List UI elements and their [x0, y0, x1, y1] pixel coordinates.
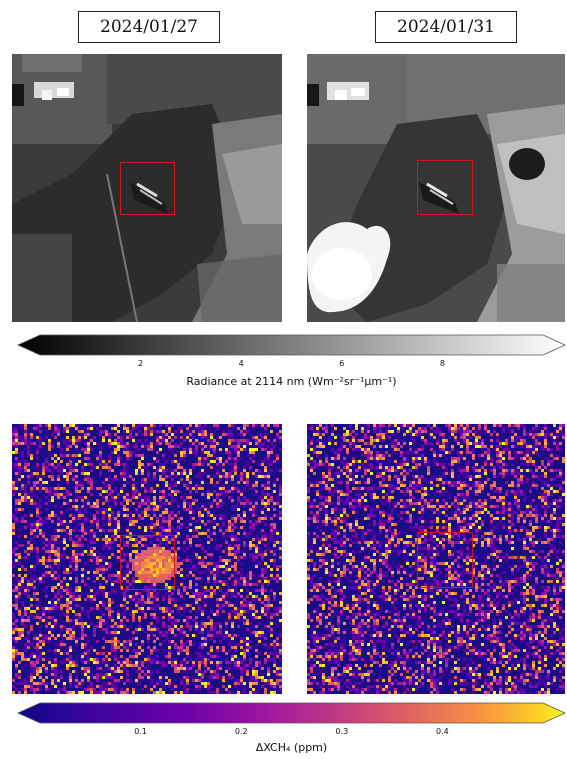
ch4-colorbar: 0.1 0.2 0.3 0.4 ΔXCH₄ (ppm): [17, 702, 566, 759]
ch4-colorbar-tick-label: 0.3: [335, 727, 349, 736]
roi-box-ch4-left: [120, 535, 175, 590]
roi-box-radiance-left: [120, 162, 175, 215]
ch4-image-left-svg: [12, 424, 282, 694]
ch4-image-right-svg: [307, 424, 565, 694]
radiance-colorbar-tick-label: 6: [339, 359, 345, 368]
radiance-image-left: [12, 54, 282, 322]
roi-box-ch4-right: [417, 532, 473, 588]
date-label-right: 2024/01/31: [375, 11, 517, 43]
radiance-colorbar-svg: [17, 334, 566, 356]
radiance-colorbar-tick-label: 8: [439, 359, 445, 368]
ch4-colorbar-tick-label: 0.1: [134, 727, 147, 736]
radiance-colorbar-label: Radiance at 2114 nm (Wm⁻²sr⁻¹μm⁻¹): [186, 375, 397, 388]
roi-box-radiance-right: [417, 160, 473, 215]
radiance-image-left-svg: [12, 54, 282, 322]
radiance-image-right-svg: [307, 54, 565, 322]
ch4-colorbar-label: ΔXCH₄ (ppm): [255, 741, 328, 754]
date-label-left: 2024/01/27: [78, 11, 220, 43]
ch4-image-right: [307, 424, 565, 694]
radiance-image-right: [307, 54, 565, 322]
ch4-colorbar-tick-label: 0.4: [436, 727, 449, 736]
ch4-colorbar-tick-label: 0.2: [234, 727, 248, 736]
radiance-colorbar-tick-label: 2: [138, 359, 144, 368]
ch4-colorbar-svg: [17, 702, 566, 724]
radiance-colorbar-tick-label: 4: [238, 359, 244, 368]
radiance-colorbar: 2 4 6 8 Radiance at 2114 nm (Wm⁻²sr⁻¹μm⁻¹): [17, 334, 566, 395]
ch4-image-left: [12, 424, 282, 694]
